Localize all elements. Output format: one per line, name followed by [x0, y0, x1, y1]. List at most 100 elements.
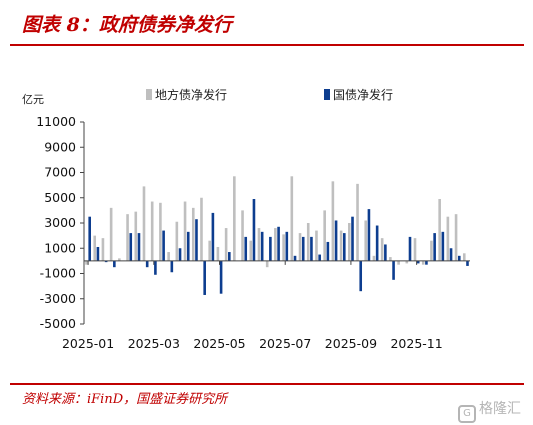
- y-tick-label: 9000: [44, 139, 76, 154]
- bar-local-25: [290, 176, 294, 261]
- bar-national-46: [466, 260, 469, 266]
- bar-national-40: [416, 260, 420, 264]
- bar-local-8: [150, 201, 154, 261]
- bar-local-0: [85, 260, 88, 265]
- x-tick-label: 2025-01: [62, 336, 114, 351]
- bar-national-9: [162, 230, 165, 261]
- bar-national-1: [96, 246, 100, 261]
- bar-national-31: [343, 233, 346, 261]
- bar-national-45: [457, 255, 461, 261]
- bar-local-34: [364, 220, 368, 261]
- bar-local-31: [339, 230, 343, 261]
- y-tick-label: 3000: [44, 215, 76, 230]
- bar-local-18: [233, 176, 236, 261]
- bar-national-12: [186, 231, 190, 261]
- bar-national-2: [104, 260, 108, 263]
- bar-local-24: [282, 234, 285, 261]
- gelonghui-logo-icon: G: [458, 405, 476, 423]
- bar-local-43: [438, 199, 441, 261]
- bar-local-12: [183, 201, 187, 261]
- bar-local-1: [93, 235, 97, 261]
- bar-local-37: [389, 257, 392, 261]
- legend-swatch-national: [324, 89, 330, 100]
- bar-national-39: [408, 236, 412, 261]
- bar-local-41: [421, 260, 425, 265]
- bar-national-44: [449, 248, 453, 261]
- bar-local-9: [159, 202, 162, 261]
- bar-national-26: [301, 236, 305, 261]
- bar-national-17: [228, 252, 231, 261]
- legend-swatch-local: [146, 89, 152, 100]
- bar-local-26: [298, 233, 302, 261]
- y-tick-label: -1000: [40, 266, 76, 281]
- bar-national-32: [351, 216, 354, 261]
- bar-local-4: [118, 258, 121, 261]
- bar-local-19: [241, 210, 244, 261]
- bar-national-19: [244, 236, 248, 261]
- bar-local-44: [446, 216, 450, 261]
- y-tick-label: -3000: [40, 291, 76, 306]
- bar-local-40: [413, 238, 417, 261]
- bar-national-5: [129, 233, 133, 261]
- bar-local-17: [224, 228, 228, 261]
- bar-national-41: [425, 260, 428, 265]
- legend-label-local: 地方债净发行: [155, 87, 227, 102]
- bar-local-6: [134, 211, 138, 261]
- watermark-text: 格隆汇: [479, 401, 521, 417]
- bar-national-23: [277, 226, 280, 261]
- bar-local-22: [265, 260, 269, 268]
- bar-local-35: [372, 255, 376, 261]
- bar-national-7: [145, 260, 149, 268]
- bar-local-36: [380, 238, 384, 261]
- axes-layer: 11000 9000 7000 5000 3000 1000 -1000 -3000 -5000…: [36, 114, 470, 351]
- bar-local-33: [356, 183, 359, 261]
- bar-national-8: [154, 260, 157, 275]
- bar-local-45: [454, 214, 458, 261]
- bar-national-29: [326, 241, 330, 261]
- bar-national-27: [310, 236, 313, 261]
- y-tick-label: -5000: [40, 316, 76, 331]
- bar-local-42: [430, 240, 433, 261]
- y-tick-label: 7000: [44, 165, 76, 180]
- x-tick-label: 2025-09: [325, 336, 377, 351]
- bar-local-23: [274, 228, 277, 261]
- title-rule: [10, 44, 524, 46]
- bar-national-16: [219, 260, 223, 294]
- bar-national-20: [252, 199, 256, 261]
- bar-national-30: [334, 220, 338, 261]
- bar-local-2: [101, 238, 105, 261]
- bar-local-10: [167, 252, 170, 261]
- bar-local-14: [200, 197, 203, 261]
- bar-national-36: [384, 244, 387, 261]
- bar-national-14: [203, 260, 206, 295]
- bar-local-38: [397, 260, 400, 265]
- bar-national-0: [88, 216, 91, 261]
- x-tick-label: 2025-05: [193, 336, 245, 351]
- bar-local-30: [331, 181, 335, 261]
- bar-national-24: [285, 231, 289, 261]
- bar-national-28: [318, 254, 321, 261]
- bar-local-15: [208, 240, 211, 261]
- bar-national-3: [113, 260, 116, 268]
- bar-local-7: [142, 186, 146, 261]
- bar-local-27: [306, 223, 310, 261]
- bar-local-3: [109, 207, 113, 261]
- bar-national-33: [359, 260, 363, 292]
- x-tick-label: 2025-03: [128, 336, 180, 351]
- bar-local-46: [462, 253, 466, 261]
- bar-local-5: [126, 214, 129, 261]
- bar-national-25: [293, 255, 297, 261]
- bar-national-43: [441, 231, 445, 261]
- bar-local-21: [257, 228, 261, 261]
- y-tick-label: 5000: [44, 190, 76, 205]
- page-title: 图表 8：政府债券净发行: [22, 14, 232, 36]
- y-unit-label: 亿元: [22, 93, 44, 106]
- watermark: G 格隆汇: [458, 398, 521, 423]
- bar-national-15: [211, 212, 215, 261]
- y-tick-label: 11000: [36, 114, 76, 129]
- bar-national-35: [375, 225, 379, 261]
- bar-local-16: [216, 246, 220, 261]
- legend: 地方债净发行 国债净发行: [146, 87, 393, 102]
- x-tick-label: 2025-07: [259, 336, 311, 351]
